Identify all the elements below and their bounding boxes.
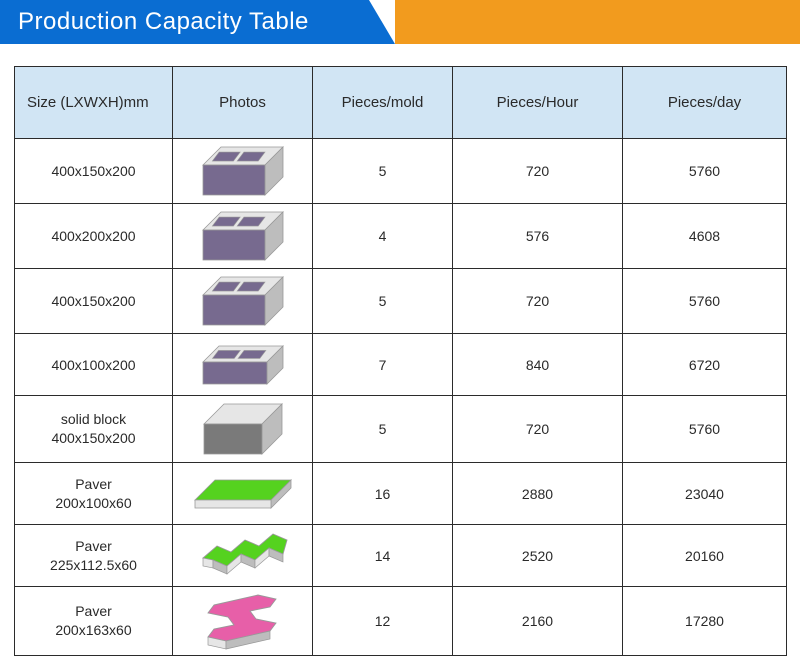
table-row: Paver 225x112.5x60 14252020160 — [15, 525, 787, 587]
cell-pieces-mold: 5 — [313, 396, 453, 463]
cell-pieces-mold: 5 — [313, 139, 453, 204]
block-paver_ibeam-icon — [173, 589, 312, 653]
cell-pieces-mold: 5 — [313, 269, 453, 334]
cell-pieces-mold: 4 — [313, 204, 453, 269]
cell-pieces-day: 5760 — [623, 269, 787, 334]
title-orange-segment — [395, 0, 800, 44]
table-row: 400x150x200 57205760 — [15, 269, 787, 334]
size-line1: Paver — [75, 538, 112, 554]
cell-pieces-mold: 12 — [313, 587, 453, 656]
cell-size: 400x100x200 — [15, 334, 173, 396]
table-row: 400x150x200 57205760 — [15, 139, 787, 204]
col-day: Pieces/day — [623, 67, 787, 139]
title-blue-segment: Production Capacity Table — [0, 0, 369, 44]
size-line2: 400x150x200 — [51, 430, 135, 446]
cell-pieces-hour: 720 — [453, 269, 623, 334]
size-line2: 200x100x60 — [55, 495, 131, 511]
cell-size: 400x150x200 — [15, 139, 173, 204]
cell-photo — [173, 269, 313, 334]
cell-pieces-hour: 720 — [453, 396, 623, 463]
cell-pieces-day: 6720 — [623, 334, 787, 396]
cell-photo — [173, 334, 313, 396]
table-header-row: Size (LXWXH)mm Photos Pieces/mold Pieces… — [15, 67, 787, 139]
cell-photo — [173, 463, 313, 525]
cell-pieces-day: 5760 — [623, 139, 787, 204]
block-solid-icon — [173, 398, 312, 460]
cell-photo — [173, 525, 313, 587]
title-bar: Production Capacity Table — [0, 0, 800, 44]
block-hollow2-icon — [173, 141, 312, 201]
cell-pieces-hour: 2520 — [453, 525, 623, 587]
cell-pieces-mold: 7 — [313, 334, 453, 396]
cell-pieces-day: 5760 — [623, 396, 787, 463]
cell-pieces-hour: 2160 — [453, 587, 623, 656]
size-line1: Paver — [75, 476, 112, 492]
cell-pieces-hour: 840 — [453, 334, 623, 396]
cell-photo — [173, 204, 313, 269]
size-line2: 200x163x60 — [55, 622, 131, 638]
col-photos: Photos — [173, 67, 313, 139]
table-row: Paver 200x163x60 12216017280 — [15, 587, 787, 656]
table-row: Paver 200x100x60 16288023040 — [15, 463, 787, 525]
size-line2: 225x112.5x60 — [50, 557, 137, 573]
cell-size: 400x150x200 — [15, 269, 173, 334]
block-paver_zigzag-icon — [173, 532, 312, 580]
cell-photo — [173, 587, 313, 656]
cell-pieces-mold: 14 — [313, 525, 453, 587]
block-hollow2-icon — [173, 206, 312, 266]
cell-size: 400x200x200 — [15, 204, 173, 269]
cell-pieces-hour: 2880 — [453, 463, 623, 525]
cell-pieces-day: 17280 — [623, 587, 787, 656]
cell-photo — [173, 139, 313, 204]
block-paver_rect-icon — [173, 472, 312, 516]
cell-size: Paver 200x163x60 — [15, 587, 173, 656]
cell-pieces-day: 4608 — [623, 204, 787, 269]
table-row: solid block 400x150x200 57205760 — [15, 396, 787, 463]
capacity-table: Size (LXWXH)mm Photos Pieces/mold Pieces… — [14, 66, 787, 656]
table-row: 400x200x200 45764608 — [15, 204, 787, 269]
cell-pieces-day: 23040 — [623, 463, 787, 525]
cell-pieces-hour: 720 — [453, 139, 623, 204]
block-hollow2_thin-icon — [173, 340, 312, 390]
cell-pieces-hour: 576 — [453, 204, 623, 269]
col-size: Size (LXWXH)mm — [15, 67, 173, 139]
cell-size: Paver 200x100x60 — [15, 463, 173, 525]
page-title: Production Capacity Table — [18, 8, 309, 36]
table-row: 400x100x200 78406720 — [15, 334, 787, 396]
cell-size: Paver 225x112.5x60 — [15, 525, 173, 587]
col-mold: Pieces/mold — [313, 67, 453, 139]
capacity-table-wrap: Size (LXWXH)mm Photos Pieces/mold Pieces… — [0, 44, 800, 656]
size-line1: Paver — [75, 603, 112, 619]
block-hollow2-icon — [173, 271, 312, 331]
col-hour: Pieces/Hour — [453, 67, 623, 139]
size-line1: solid block — [61, 411, 126, 427]
cell-pieces-mold: 16 — [313, 463, 453, 525]
cell-size: solid block 400x150x200 — [15, 396, 173, 463]
cell-photo — [173, 396, 313, 463]
cell-pieces-day: 20160 — [623, 525, 787, 587]
